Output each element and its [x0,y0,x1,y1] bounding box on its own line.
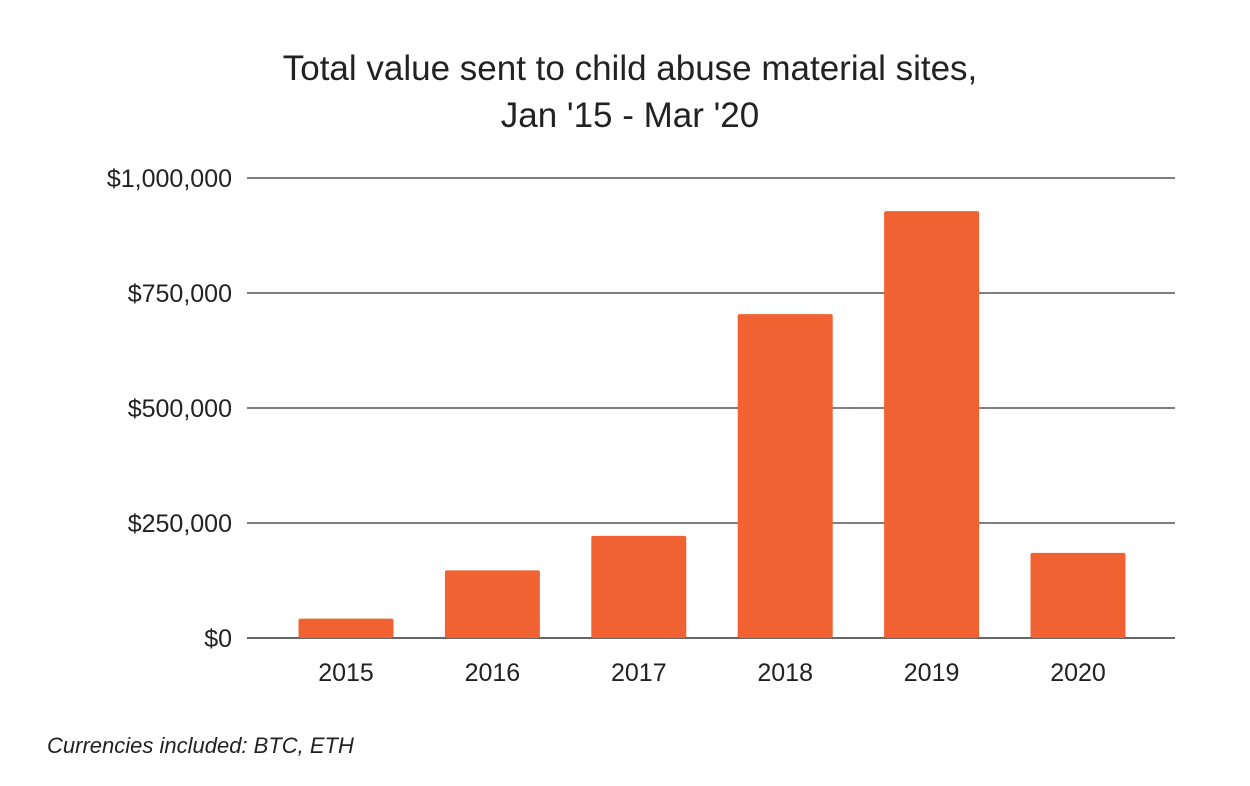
bar-2016 [444,570,540,638]
y-tick-label: $500,000 [128,395,232,423]
bars [298,211,1126,638]
x-axis-tick-labels: 2015 2016 2017 2018 2019 2020 [318,659,1106,687]
chart-title-line-2: Jan '15 - Mar '20 [500,96,760,135]
y-tick-label: $250,000 [128,510,232,538]
x-tick-label: 2020 [1050,659,1106,687]
bar-2019 [884,211,980,638]
chart-title: Total value sent to child abuse material… [0,45,1250,139]
y-tick-label: $1,000,000 [107,165,232,193]
y-tick-label: $0 [204,625,232,653]
x-tick-label: 2017 [611,659,667,687]
x-tick-label: 2016 [465,659,521,687]
y-tick-label: $750,000 [128,280,232,308]
y-axis-tick-labels: $0 $250,000 $500,000 $750,000 $1,000,000 [107,165,232,653]
gridlines [247,177,1175,639]
bar-2017 [591,535,687,638]
currencies-footnote: Currencies included: BTC, ETH [47,733,354,758]
bar-2020 [1030,552,1126,638]
x-tick-label: 2015 [318,659,374,687]
x-tick-label: 2019 [904,659,960,687]
chart-title-line-1: Total value sent to child abuse material… [282,49,978,88]
bar-2015 [298,618,394,638]
bar-2018 [737,314,833,638]
x-tick-label: 2018 [757,659,813,687]
